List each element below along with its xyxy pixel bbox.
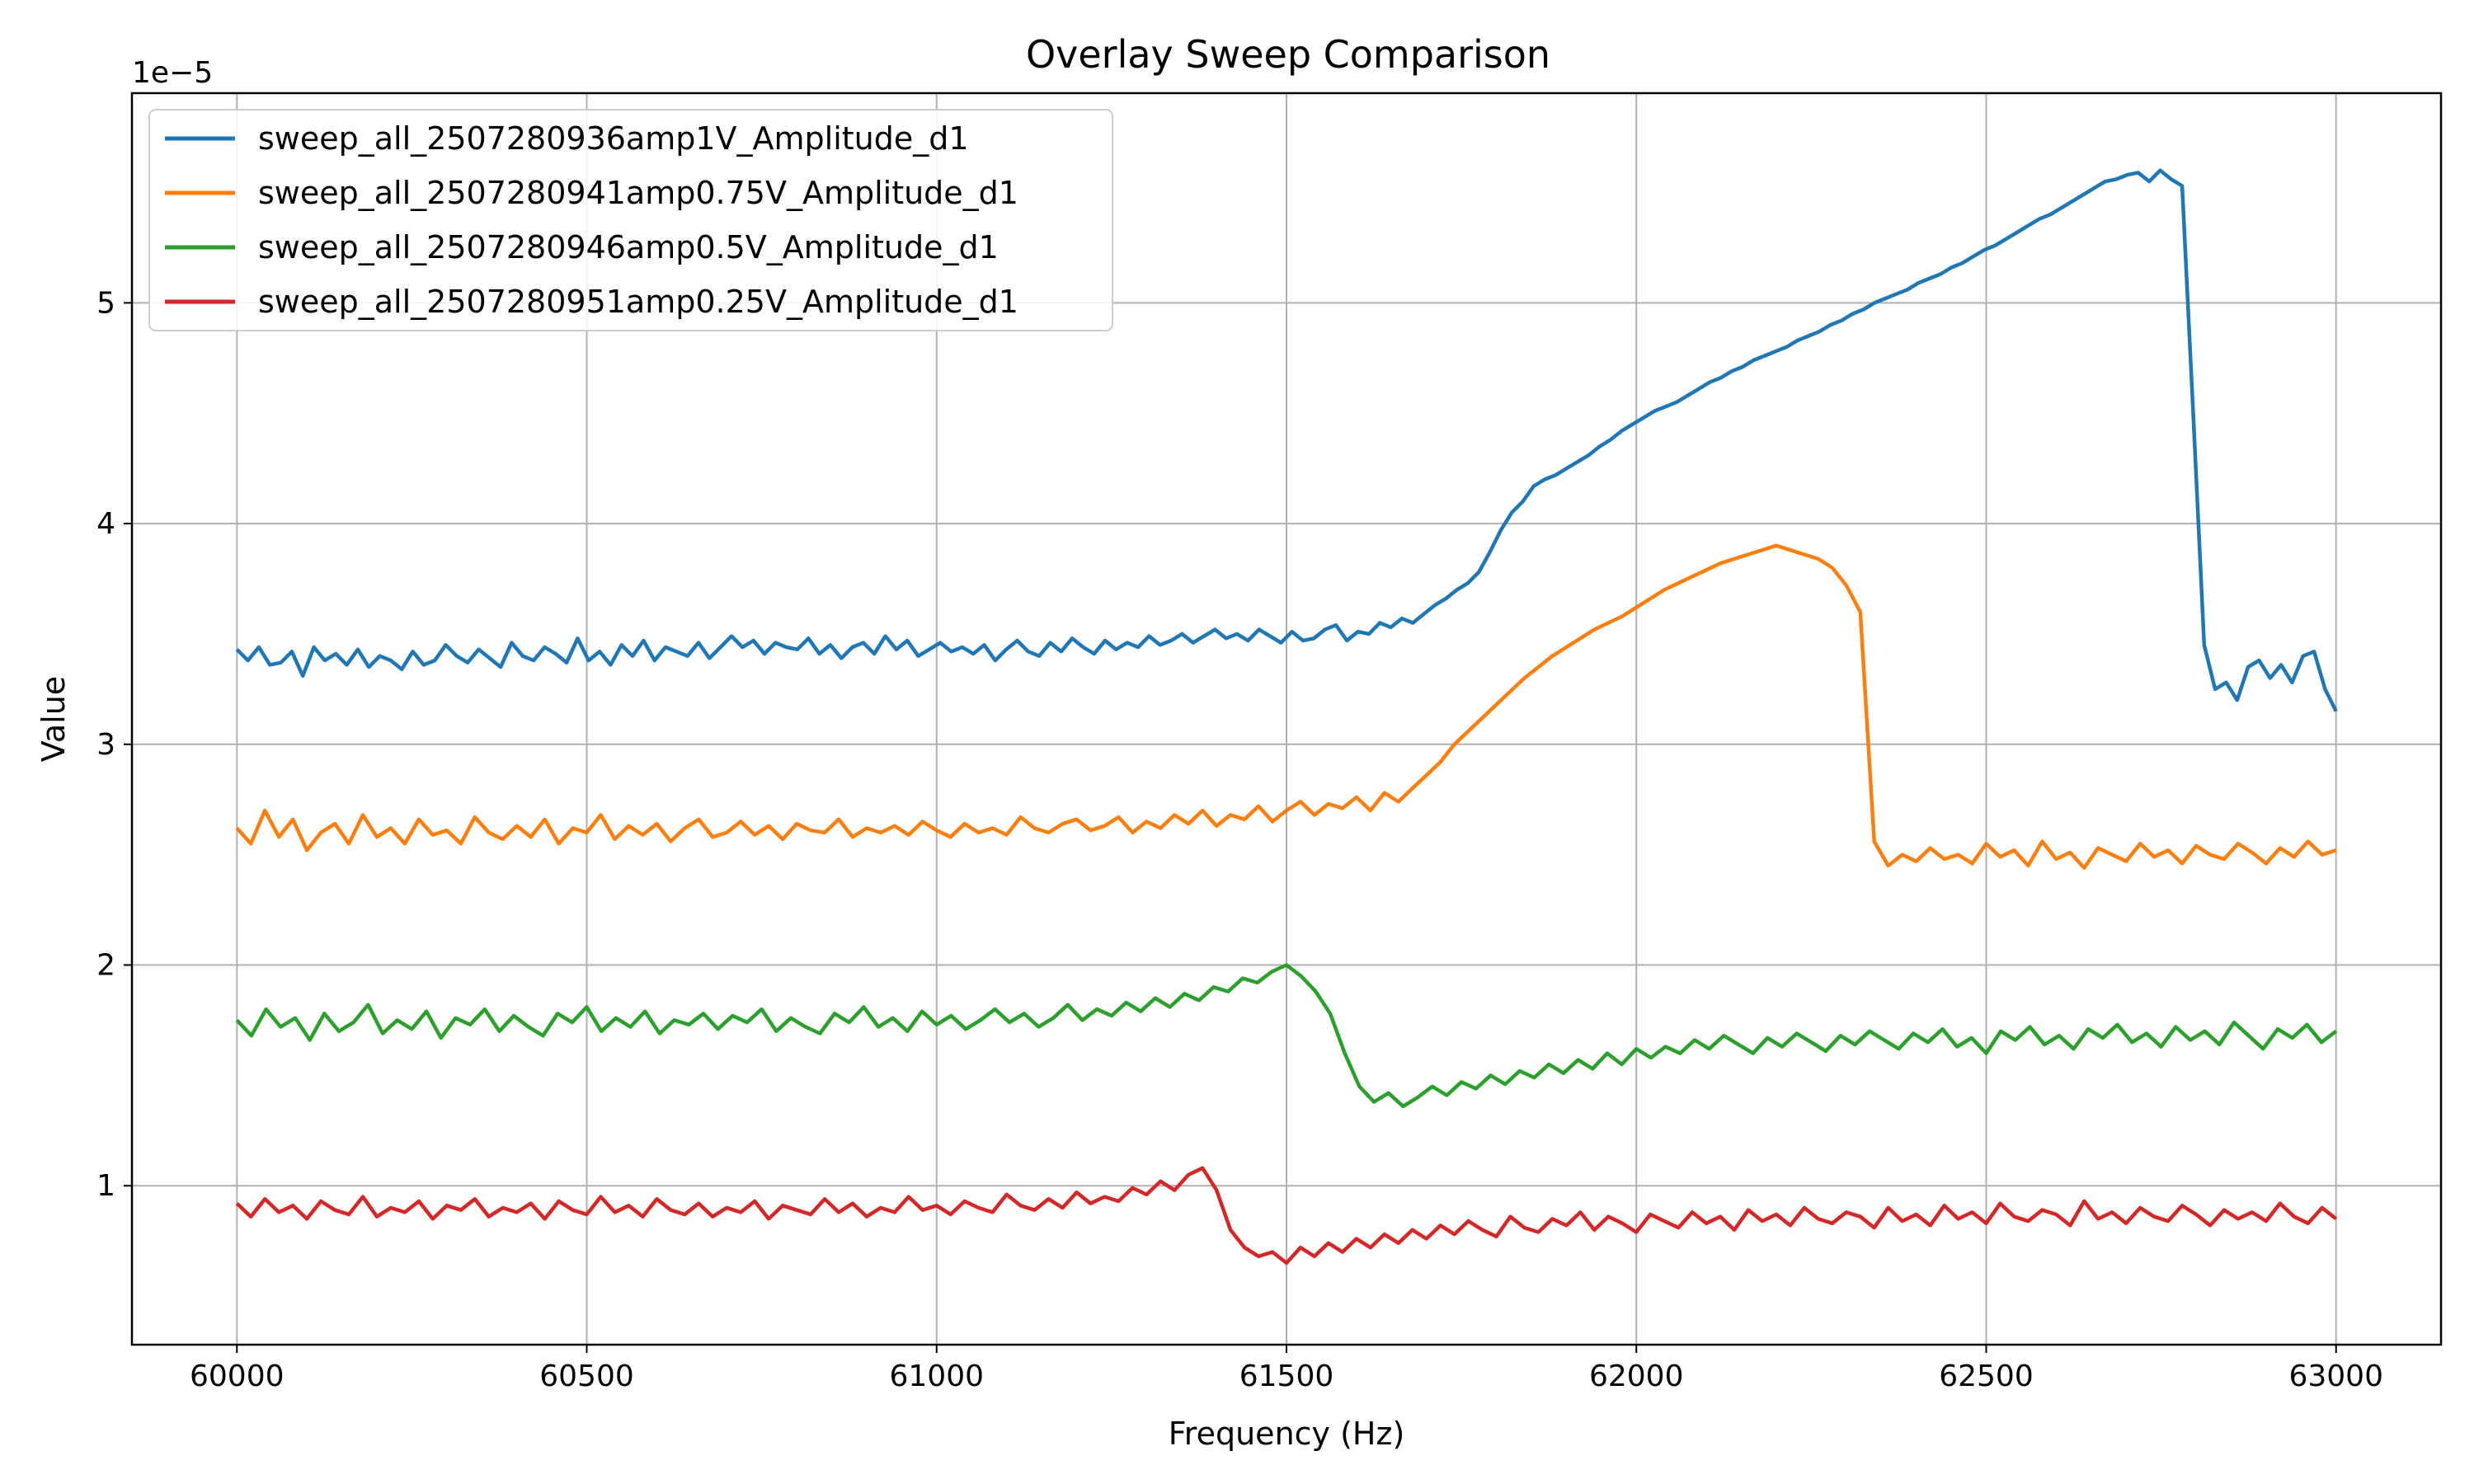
series-line-4 [235, 1166, 2338, 1266]
legend-entry: sweep_all_2507280936amp1V_Amplitude_d1 [258, 120, 969, 157]
series-line-3 [235, 963, 2338, 1109]
y-axis-label: Value [35, 676, 72, 762]
legend-box [148, 109, 1113, 331]
legend: sweep_all_2507280936amp1V_Amplitude_d1sw… [148, 109, 1113, 331]
legend-entry: sweep_all_2507280951amp0.25V_Amplitude_d… [258, 284, 1018, 320]
y-tick-label: 1 [96, 1169, 115, 1203]
x-tick-label: 62000 [1589, 1360, 1684, 1393]
series-line-2 [235, 543, 2337, 870]
y-tick-label: 4 [96, 507, 115, 541]
x-tick-label: 60000 [190, 1360, 285, 1393]
y-tick-label: 2 [96, 949, 115, 983]
legend-items: sweep_all_2507280936amp1V_Amplitude_d1sw… [165, 120, 1018, 320]
legend-entry: sweep_all_2507280946amp0.5V_Amplitude_d1 [258, 229, 999, 265]
chart-title: Overlay Sweep Comparison [1026, 32, 1550, 77]
series-group [235, 168, 2338, 1266]
y-tick-label: 3 [96, 728, 115, 762]
y-axis-offset-label: 1e−5 [132, 56, 213, 90]
x-tick-label: 60500 [539, 1360, 634, 1393]
x-tick-label: 62500 [1939, 1360, 2034, 1393]
x-tick-label: 61500 [1239, 1360, 1334, 1393]
series-line-1 [235, 168, 2338, 712]
x-tick-label: 63000 [2288, 1360, 2383, 1393]
x-tick-label: 61000 [889, 1360, 984, 1393]
x-axis-label: Frequency (Hz) [1169, 1416, 1405, 1452]
y-axis-ticks: 1 2 3 4 5 [96, 286, 132, 1203]
x-axis-ticks: 60000 60500 61000 61500 62000 62500 63000 [190, 1345, 2383, 1393]
legend-entry: sweep_all_2507280941amp0.75V_Amplitude_d… [258, 175, 1018, 211]
y-tick-label: 5 [96, 286, 115, 320]
